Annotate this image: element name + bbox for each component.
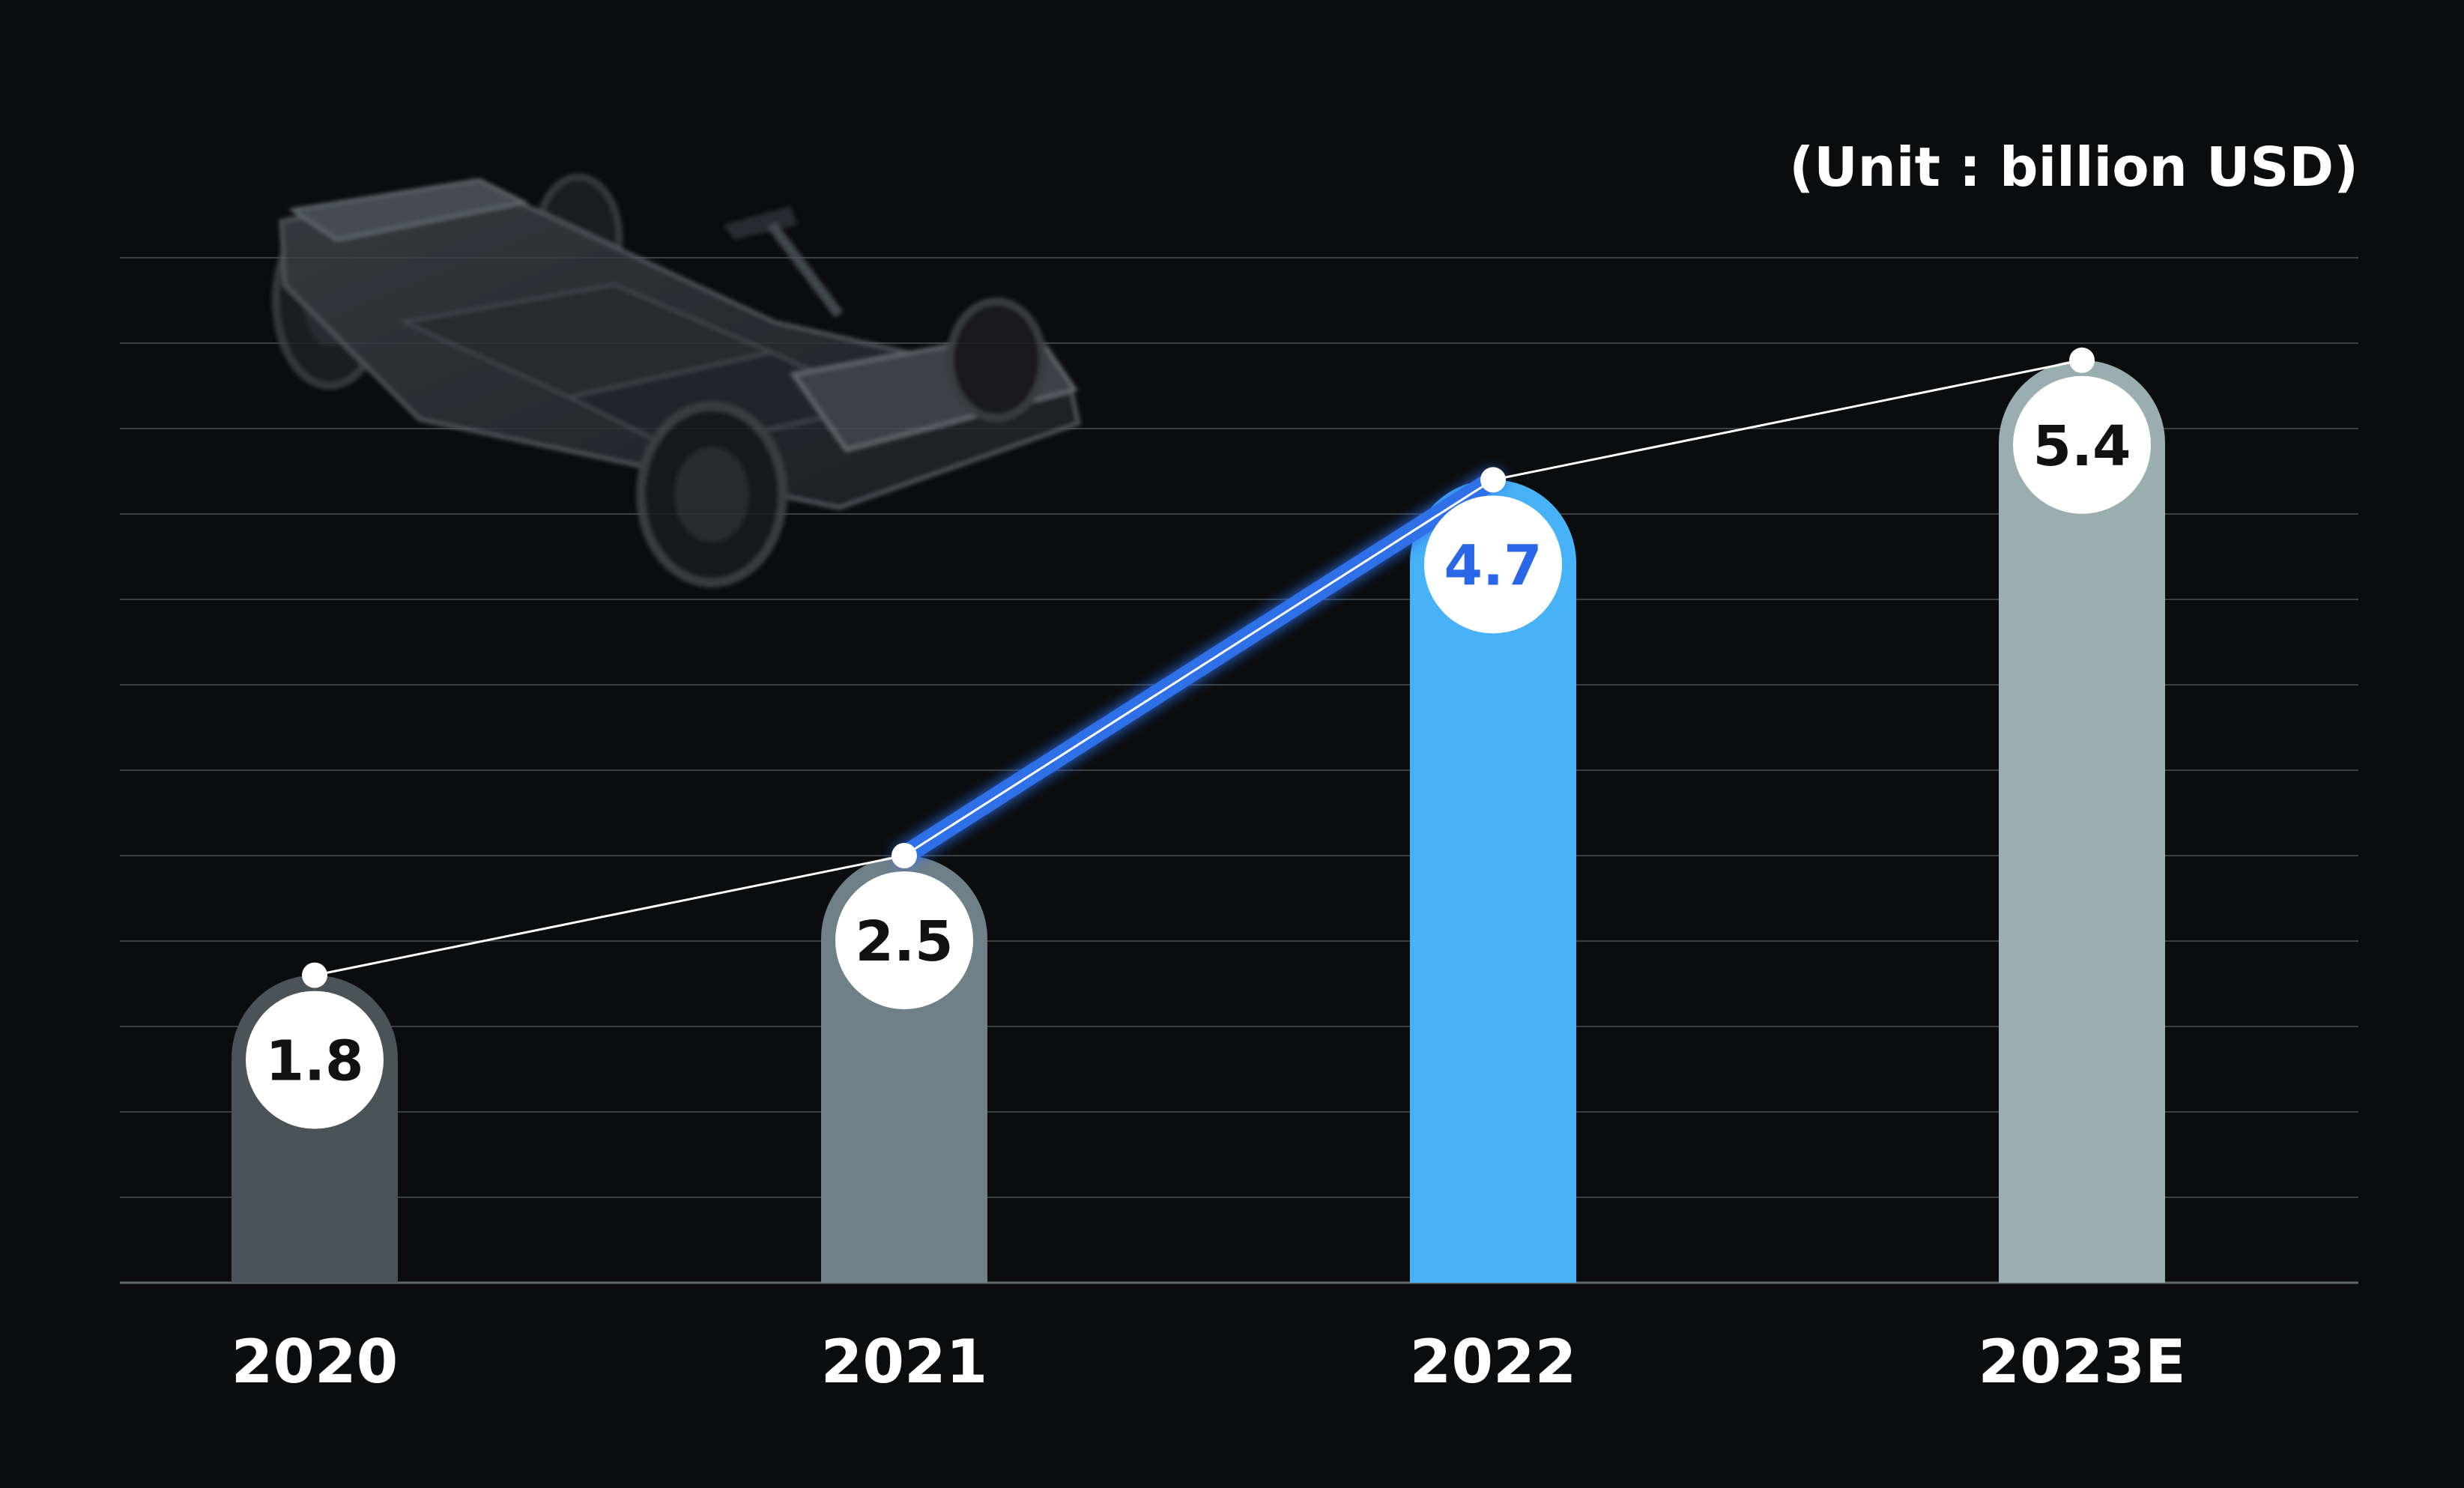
trend-point-2021 — [892, 843, 917, 868]
bar-2022 — [1410, 480, 1576, 1283]
trend-point-2023e — [2069, 347, 2095, 373]
value-bubble-2021 — [835, 871, 973, 1009]
value-labels: 1.8 2.5 4.7 5.4 — [246, 375, 2151, 1129]
value-bubble-2022 — [1424, 495, 1562, 634]
value-bubble-2023e — [2013, 375, 2151, 514]
value-bubble-2020 — [246, 991, 384, 1129]
x-tick-2023e: 2023E — [1978, 1327, 2185, 1397]
unit-label: (Unit : billion USD) — [1789, 136, 2358, 199]
value-label-2023e: 5.4 — [2032, 414, 2131, 479]
x-tick-2022: 2022 — [1410, 1327, 1577, 1397]
x-tick-2020: 2020 — [231, 1327, 399, 1397]
trend-point-2022 — [1480, 467, 1506, 493]
value-label-2021: 2.5 — [855, 910, 953, 974]
x-tick-labels: 2020 2021 2022 2023E — [231, 1327, 2186, 1397]
value-label-2022: 4.7 — [1444, 533, 1542, 598]
ev-chassis-illustration — [272, 173, 1081, 587]
x-tick-2021: 2021 — [821, 1327, 988, 1397]
bar-2023e — [1999, 360, 2165, 1283]
trend-line — [302, 347, 2095, 988]
trend-polyline — [314, 359, 2083, 977]
value-label-2020: 1.8 — [265, 1029, 363, 1094]
trend-point-2020 — [302, 962, 327, 988]
